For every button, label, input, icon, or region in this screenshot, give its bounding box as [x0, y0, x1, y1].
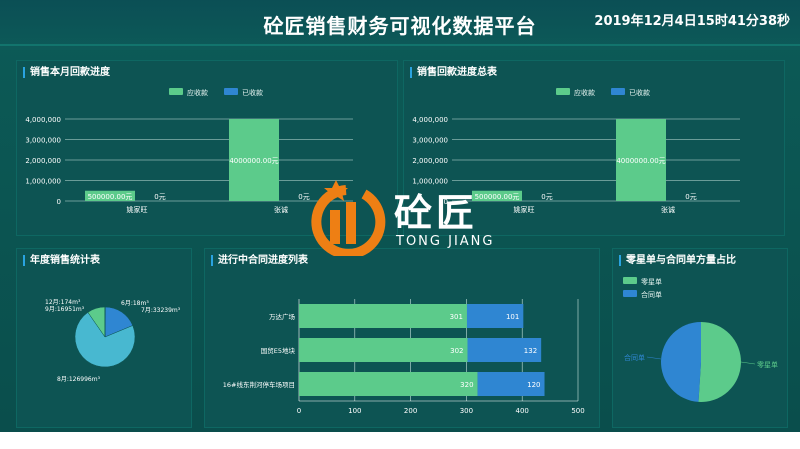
bar-segment	[477, 372, 545, 396]
bar-segment	[467, 338, 542, 362]
pie-slice	[698, 322, 742, 402]
x-tick-label: 500	[571, 407, 584, 415]
legend-swatch	[224, 88, 238, 95]
bar-segment	[299, 304, 467, 328]
slice-label: 9月:16951m³	[45, 306, 85, 313]
y-tick-label: 3,000,000	[412, 137, 448, 145]
pie-slice	[104, 306, 106, 338]
x-tick-label: 姚家旺	[127, 205, 148, 214]
data-label: 301	[450, 313, 463, 321]
x-tick-label: 张诚	[661, 205, 675, 214]
y-tick-label: 16#线东荆河停车场项目	[223, 380, 295, 389]
x-tick-label: 100	[348, 407, 361, 415]
pie-slice	[74, 312, 136, 368]
brand-logo: 砼匠 TONG JIANG	[306, 176, 506, 256]
legend-label: 应收款	[574, 88, 595, 97]
slice-label: 8月:126996m³	[57, 376, 101, 383]
data-label: 0元	[298, 193, 309, 201]
slice-label: 零星单	[757, 360, 778, 369]
panel-title: 年度销售统计表	[23, 255, 100, 266]
slice-label: 12月:174m³	[45, 299, 81, 306]
legend-label: 已收款	[629, 88, 650, 97]
legend-label: 应收款	[187, 88, 208, 97]
total-bar-chart: 应收款 已收款 0 1,000,000 2,000,000 3,000,000 4,000,…	[412, 88, 740, 214]
data-label: 132	[524, 347, 537, 355]
panel-title: 进行中合同进度列表	[211, 255, 308, 266]
logo-text-en: TONG JIANG	[396, 234, 495, 249]
legend-swatch	[623, 290, 637, 297]
data-label: 120	[527, 381, 540, 389]
label-leader	[646, 356, 662, 360]
data-label: 101	[506, 313, 519, 321]
logo-mark-icon	[311, 180, 386, 256]
data-label: 4000000.00元	[616, 157, 665, 165]
y-tick-label: 2,000,000	[25, 157, 61, 165]
y-tick-label: 0	[57, 198, 61, 206]
data-label: 500000.00元	[475, 193, 520, 201]
data-label: 0元	[541, 193, 552, 201]
y-tick-label: 4,000,000	[412, 116, 448, 124]
x-tick-label: 张诚	[274, 205, 288, 214]
bar	[85, 190, 135, 201]
datetime-display: 2019年12月4日15时41分38秒	[594, 14, 790, 29]
x-tick-label: 0	[297, 407, 301, 415]
y-tick-label: 1,000,000	[25, 178, 61, 186]
legend-label: 零星单	[641, 277, 662, 286]
bar	[229, 119, 279, 201]
bar-segment	[299, 372, 478, 396]
y-tick-label: 4,000,000	[25, 116, 61, 124]
panel-order-ratio: 零星单与合同单方量占比 零星单 合同单 零星单 合同单	[612, 248, 788, 428]
pie-slice	[661, 322, 701, 402]
y-tick-label: 2,000,000	[412, 157, 448, 165]
x-tick-label: 200	[404, 407, 417, 415]
bar	[472, 190, 522, 201]
slice-label: 7月:33239m³	[141, 307, 181, 314]
legend-swatch	[611, 88, 625, 95]
panel-annual-sales: 年度销售统计表 6月:18m³ 7月:33239m³ 8月:126996m³ 9月:1…	[16, 248, 192, 428]
panel-title: 销售回款进度总表	[410, 67, 497, 78]
legend-swatch	[169, 88, 183, 95]
dashboard: 砼匠销售财务可视化数据平台 2019年12月4日15时41分38秒 销售本月回款…	[0, 0, 800, 432]
panel-monthly-collection: 销售本月回款进度 应收款 已收款 0 1,000,000 2,000,000 3,000,…	[16, 60, 398, 236]
legend-label: 已收款	[242, 88, 263, 97]
y-tick-label: 国贸E5地块	[261, 346, 296, 355]
panel-contract-progress: 进行中合同进度列表 0 100 200 300 400 500 万达广场 301 101 国贸E5…	[204, 248, 600, 428]
page-title: 砼匠销售财务可视化数据平台	[263, 14, 537, 38]
data-label: 320	[460, 381, 473, 389]
legend-swatch	[623, 277, 637, 284]
x-tick-label: 姚家旺	[514, 205, 535, 214]
data-label: 302	[450, 347, 463, 355]
panel-title: 零星单与合同单方量占比	[619, 255, 736, 266]
slice-label: 合同单	[624, 353, 645, 362]
x-tick-label: 300	[460, 407, 473, 415]
x-tick-label: 400	[516, 407, 529, 415]
legend-label: 合同单	[641, 290, 662, 299]
monthly-bar-chart: 应收款 已收款 0 1,000,000 2,000,000 3,000,000 4,000,…	[25, 88, 353, 214]
bar	[616, 119, 666, 201]
y-tick-label: 0	[444, 198, 448, 206]
data-label: 500000.00元	[88, 193, 133, 201]
y-tick-label: 万达广场	[269, 312, 296, 321]
slice-label: 6月:18m³	[121, 300, 149, 307]
data-label: 4000000.00元	[229, 157, 278, 165]
data-label: 0元	[154, 193, 165, 201]
data-label: 0元	[685, 193, 696, 201]
contract-progress-chart: 0 100 200 300 400 500 万达广场 301 101 国贸E5地块 302 132 16…	[223, 299, 585, 415]
label-leader	[740, 361, 756, 365]
panel-total-collection: 销售回款进度总表 应收款 已收款 0 1,000,000 2,000,000 3,000,…	[403, 60, 785, 236]
legend-swatch	[556, 88, 570, 95]
panel-title: 销售本月回款进度	[23, 67, 110, 78]
header-divider	[0, 44, 800, 46]
bar-segment	[299, 338, 468, 362]
y-tick-label: 1,000,000	[412, 178, 448, 186]
bar-segment	[466, 304, 524, 328]
header: 砼匠销售财务可视化数据平台 2019年12月4日15时41分38秒	[0, 0, 800, 50]
logo-text-cn: 砼匠	[394, 191, 479, 235]
y-tick-label: 3,000,000	[25, 137, 61, 145]
